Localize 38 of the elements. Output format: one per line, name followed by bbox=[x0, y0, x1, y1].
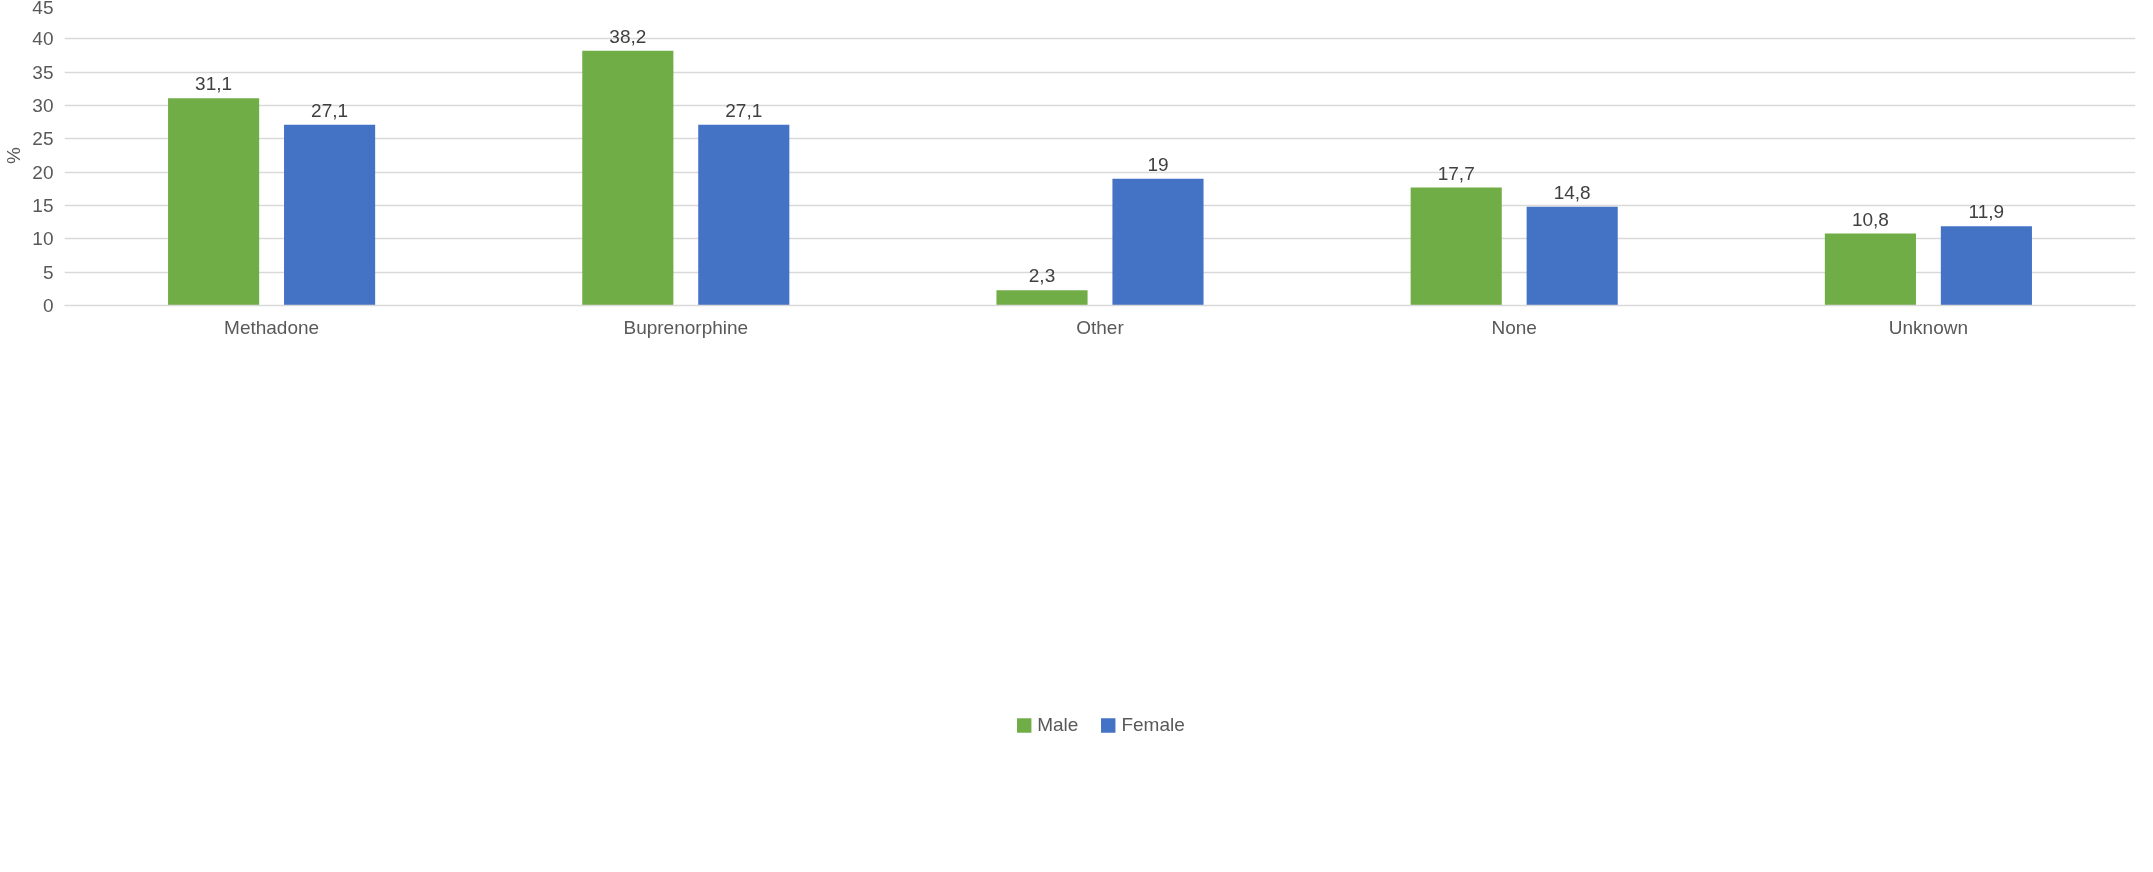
bar bbox=[1410, 187, 1502, 306]
data-label: 31,1 bbox=[195, 73, 233, 95]
bar bbox=[1824, 233, 1916, 306]
x-tick-label: Buprenorphine bbox=[623, 316, 749, 338]
bar bbox=[1940, 226, 2032, 306]
legend-label: Male bbox=[1037, 713, 1079, 736]
y-tick-label: 45 bbox=[32, 0, 54, 18]
legend-label: Female bbox=[1121, 713, 1185, 736]
x-tick-label: Methadone bbox=[224, 316, 320, 338]
data-label: 27,1 bbox=[311, 99, 349, 121]
data-label: 38,2 bbox=[609, 25, 647, 47]
bar bbox=[1112, 178, 1204, 306]
data-label: 10,8 bbox=[1851, 208, 1889, 230]
bar bbox=[1526, 206, 1618, 306]
y-tick-label: 15 bbox=[32, 195, 54, 216]
y-axis-title: % bbox=[3, 146, 25, 164]
data-label: 27,1 bbox=[725, 99, 763, 121]
x-tick-label: Unknown bbox=[1888, 316, 1969, 338]
x-tick-label: Other bbox=[1076, 316, 1125, 338]
y-tick-label: 10 bbox=[32, 228, 54, 250]
bar bbox=[698, 124, 790, 306]
data-label: 14,8 bbox=[1553, 181, 1591, 203]
data-label: 19 bbox=[1147, 153, 1169, 175]
y-tick-label: 5 bbox=[42, 261, 54, 283]
y-tick-label: 30 bbox=[32, 95, 54, 116]
bar bbox=[168, 98, 260, 306]
y-tick-label: 35 bbox=[32, 61, 54, 83]
bar bbox=[582, 50, 674, 306]
y-tick-label: 20 bbox=[32, 161, 54, 183]
bar bbox=[284, 124, 376, 306]
y-tick-label: 40 bbox=[32, 28, 54, 50]
y-tick-label: 0 bbox=[42, 295, 54, 316]
bar bbox=[996, 290, 1088, 306]
x-tick-label: None bbox=[1491, 316, 1537, 338]
y-tick-label: 25 bbox=[32, 128, 54, 150]
data-label: 2,3 bbox=[1028, 265, 1056, 287]
data-label: 11,9 bbox=[1968, 201, 2005, 223]
data-label: 17,7 bbox=[1437, 162, 1475, 184]
